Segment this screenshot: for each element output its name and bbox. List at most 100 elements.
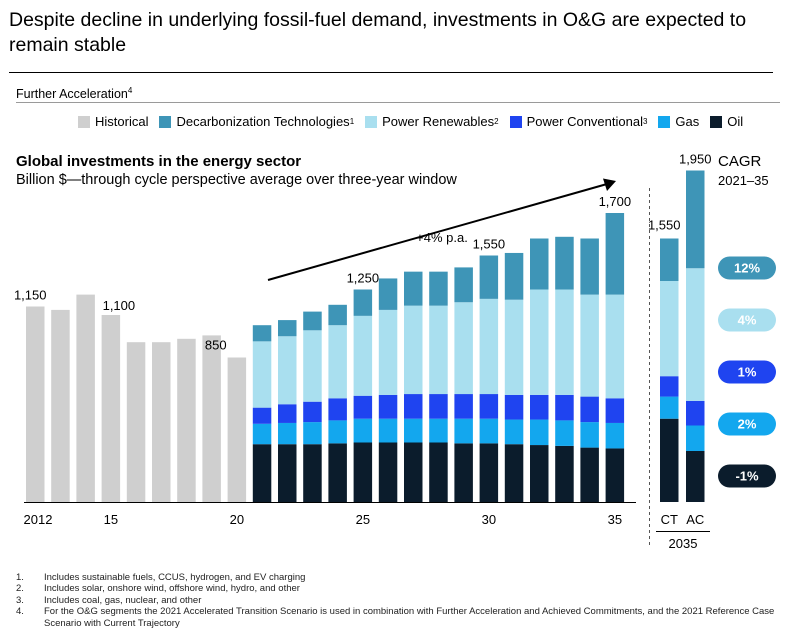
bar-segment-gas bbox=[429, 418, 448, 443]
scenario-divider bbox=[16, 102, 780, 103]
scenario-label-sup: 4 bbox=[127, 86, 133, 95]
historical-bar bbox=[227, 357, 247, 502]
scenario-group-label: 2035 bbox=[669, 536, 698, 551]
cagr-badge-label: -1% bbox=[735, 469, 759, 484]
historical-bar bbox=[51, 309, 70, 502]
historical-bar bbox=[202, 335, 221, 502]
bar-segment-oil bbox=[404, 442, 423, 502]
bar-segment-power-conventional bbox=[353, 395, 373, 419]
scenario-segment-gas bbox=[686, 425, 705, 451]
bar-segment-oil bbox=[303, 444, 322, 502]
bar-segment-gas bbox=[580, 422, 599, 448]
bar-segment-oil bbox=[454, 443, 473, 502]
scenario-segment-oil bbox=[660, 418, 679, 502]
x-tick-label: CT bbox=[661, 512, 678, 527]
bar-segment-gas bbox=[328, 420, 347, 444]
bar-segment-decarbonization-technologies bbox=[555, 236, 574, 290]
scenario-segment-oil bbox=[686, 451, 705, 502]
legend-sup: 1 bbox=[349, 117, 355, 126]
bar-segment-power-renewables bbox=[404, 305, 423, 395]
cagr-period: 2021–35 bbox=[718, 173, 769, 188]
bar-segment-power-conventional bbox=[404, 394, 423, 419]
scenario-segment-gas bbox=[660, 396, 679, 419]
bar-segment-power-renewables bbox=[353, 315, 373, 396]
legend-item-gas: Gas bbox=[658, 114, 699, 129]
bar-segment-oil bbox=[429, 442, 448, 502]
scenario-label: Further Acceleration4 bbox=[16, 86, 132, 101]
bar-segment-decarbonization-technologies bbox=[429, 271, 448, 306]
bar-segment-power-conventional bbox=[555, 394, 574, 421]
cagr-badge bbox=[718, 308, 776, 332]
chart-legend: Historical Decarbonization Technologies 1… bbox=[78, 114, 754, 129]
footnote-text: For the O&G segments the 2021 Accelerate… bbox=[44, 606, 775, 629]
legend-item-oil: Oil bbox=[710, 114, 743, 129]
footnote-number: 1. bbox=[16, 572, 24, 583]
chart-title: Global investments in the energy sector bbox=[16, 153, 302, 170]
bar-segment-power-conventional bbox=[504, 394, 524, 420]
bar-segment-power-conventional bbox=[580, 396, 599, 423]
x-tick-label: 25 bbox=[356, 512, 370, 527]
bar-segment-decarbonization-technologies bbox=[454, 267, 473, 303]
data-label: 1,250 bbox=[347, 271, 380, 286]
bar-segment-gas bbox=[555, 420, 574, 446]
bar-segment-power-renewables bbox=[555, 289, 574, 395]
legend-item-decarbonization: Decarbonization Technologies 1 bbox=[159, 114, 354, 129]
headline: Despite decline in underlying fossil-fue… bbox=[9, 9, 747, 56]
footnote-number: 3. bbox=[16, 594, 24, 606]
bar-segment-decarbonization-technologies bbox=[378, 278, 398, 310]
growth-arrow-line bbox=[267, 183, 608, 281]
bar-segment-power-renewables bbox=[328, 325, 347, 399]
chart-subtitle: Billion $—through cycle perspective aver… bbox=[16, 172, 457, 188]
historical-bar bbox=[76, 294, 95, 502]
legend-swatch-power-renewables bbox=[365, 115, 378, 128]
bar-segment-power-conventional bbox=[328, 398, 347, 421]
footnote: 3. Includes coal, gas, nuclear, and other bbox=[16, 595, 776, 606]
bar-segment-gas bbox=[605, 422, 625, 449]
bar-segment-oil bbox=[278, 444, 297, 502]
legend-label: Historical bbox=[95, 114, 149, 129]
legend-swatch-gas bbox=[658, 115, 671, 128]
headline-divider bbox=[9, 72, 773, 73]
bar-segment-oil bbox=[580, 447, 599, 502]
cagr-badge-label: 12% bbox=[734, 261, 760, 276]
footnote-text: Includes solar, onshore wind, offshore w… bbox=[44, 583, 300, 595]
growth-arrow-head bbox=[603, 178, 616, 191]
legend-swatch-oil bbox=[710, 115, 723, 128]
bar-segment-decarbonization-technologies bbox=[580, 238, 599, 295]
scenario-segment-decarbonization-technologies bbox=[686, 170, 705, 269]
bar-segment-power-renewables bbox=[580, 294, 599, 397]
x-tick-label: AC bbox=[686, 512, 704, 527]
cagr-badge-label: 2% bbox=[738, 417, 757, 432]
scenario-segment-power-conventional bbox=[660, 376, 679, 397]
bar-segment-gas bbox=[353, 418, 373, 443]
bar-segment-power-renewables bbox=[303, 330, 322, 402]
bar-segment-decarbonization-technologies bbox=[353, 289, 373, 316]
scenario-segment-decarbonization-technologies bbox=[660, 238, 679, 281]
bar-segment-gas bbox=[454, 418, 473, 444]
legend-swatch-power-conventional bbox=[509, 115, 522, 128]
footnote-number: 2. bbox=[16, 583, 24, 595]
footnote: 2. Includes solar, onshore wind, offshore… bbox=[16, 583, 776, 594]
data-label: 1,550 bbox=[473, 237, 506, 252]
bar-segment-power-renewables bbox=[252, 341, 272, 408]
legend-item-power-conventional: Power Conventional 3 bbox=[509, 114, 647, 129]
data-label: 1,150 bbox=[14, 288, 47, 303]
bar-segment-power-renewables bbox=[429, 305, 448, 395]
bar-segment-decarbonization-technologies bbox=[404, 271, 423, 306]
bar-segment-decarbonization-technologies bbox=[278, 320, 297, 337]
growth-annotation: +4% p.a. bbox=[416, 230, 468, 245]
cagr-title: CAGR bbox=[718, 153, 762, 170]
cagr-badge bbox=[718, 464, 776, 488]
bar-segment-power-renewables bbox=[504, 299, 524, 395]
bar-segment-power-renewables bbox=[479, 298, 499, 395]
bar-segment-oil bbox=[252, 444, 272, 502]
x-tick-label: 15 bbox=[104, 512, 118, 527]
bar-segment-gas bbox=[378, 418, 398, 443]
legend-swatch-historical bbox=[78, 115, 90, 128]
bar-segment-oil bbox=[479, 443, 499, 502]
x-tick-label: 35 bbox=[608, 512, 622, 527]
scenario-segment-power-conventional bbox=[686, 400, 705, 426]
x-tick-label: 20 bbox=[230, 512, 244, 527]
footnote-text: Includes coal, gas, nuclear, and other bbox=[44, 594, 202, 606]
